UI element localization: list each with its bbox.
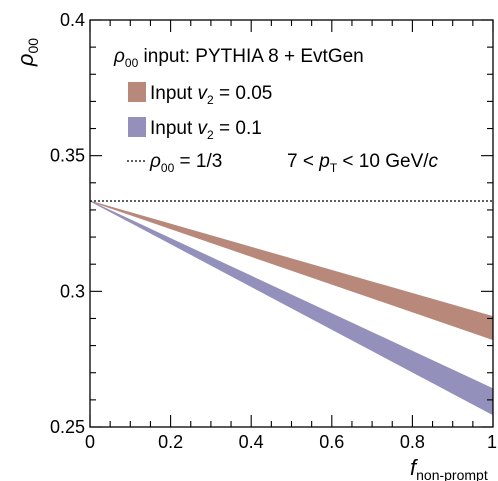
x-tick-label: 0 (85, 432, 95, 452)
y-tick-label: 0.35 (50, 146, 85, 166)
y-tick-label: 0.3 (60, 281, 85, 301)
y-tick-label: 0.4 (60, 10, 85, 30)
x-tick-label: 0.8 (400, 432, 425, 452)
pt-range-label: 7 < pT < 10 GeV/c (287, 151, 439, 175)
y-tick-label: 0.25 (50, 417, 85, 437)
legend-header: ρ00 input: PYTHIA 8 + EvtGen (113, 46, 364, 70)
x-tick-label: 0.4 (239, 432, 264, 452)
legend-swatch-v2-0.1 (128, 117, 146, 137)
legend-entry-rho-one-third: ρ00 = 1/3 (149, 151, 222, 175)
x-tick-label: 0.2 (158, 432, 183, 452)
x-tick-label: 1 (487, 432, 497, 452)
legend-swatch-v2-0.05 (128, 82, 146, 102)
x-tick-label: 0.6 (319, 432, 344, 452)
legend-entry-v2-0.1: Input v2 = 0.1 (150, 118, 262, 142)
